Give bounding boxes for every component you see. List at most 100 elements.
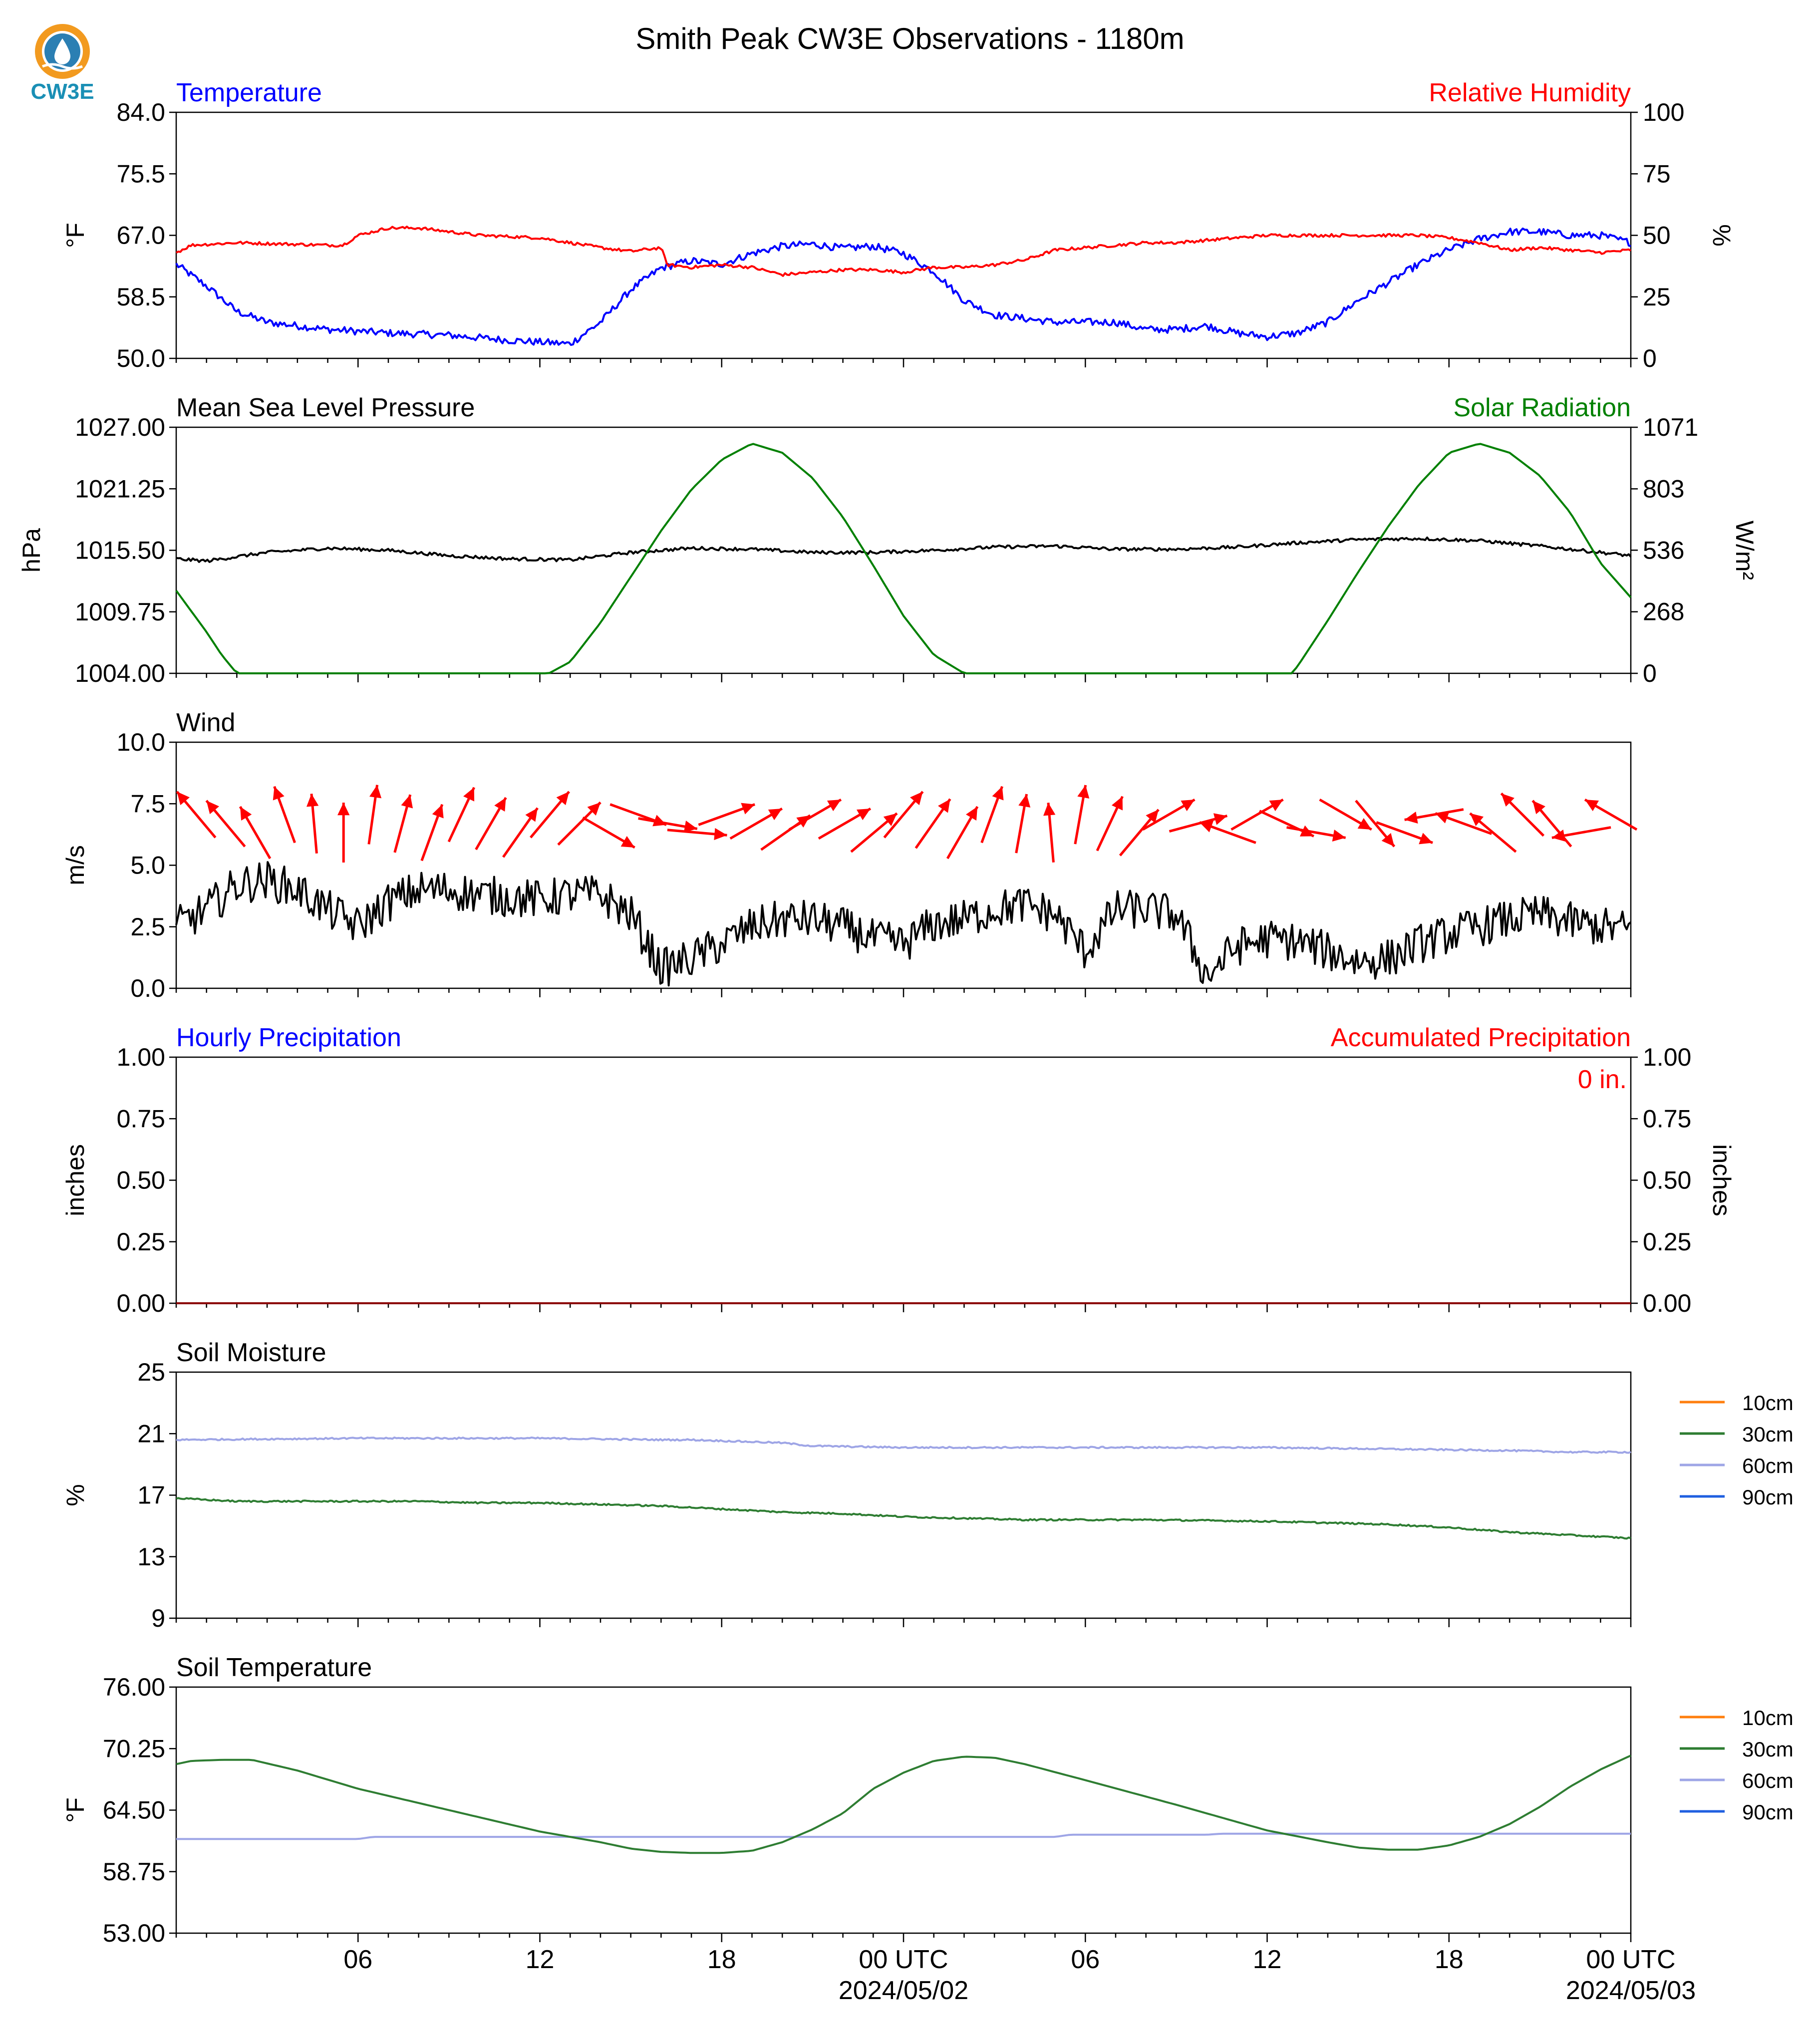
y2-tick-label: 0 (1643, 344, 1657, 372)
legend-label: 30cm (1742, 1423, 1794, 1446)
panel-wind: Wind 0.0 2.5 5.0 7.5 10.0 m/s (61, 708, 1638, 1002)
wind-arrow-head (1419, 833, 1433, 845)
wind-arrow-head (1269, 800, 1283, 812)
wind-arrow-head (827, 800, 841, 812)
wind-arrow-head (1435, 812, 1450, 824)
wind-arrow-head (401, 795, 413, 809)
wind-arrow-head (768, 809, 782, 821)
x-tick-label: 18 (1435, 1945, 1464, 1974)
y-tick-label: 21 (137, 1420, 165, 1448)
y2-tick-label: 50 (1643, 222, 1671, 250)
y-tick-label: 1009.75 (75, 598, 165, 626)
wind-arrow-head (1470, 813, 1484, 826)
wind-arrow-head (1357, 818, 1372, 830)
y-tick-label: 58.75 (103, 1858, 165, 1886)
y2-axis-label: inches (1708, 1144, 1736, 1216)
wind-arrow-head (1213, 813, 1227, 825)
y-tick-label: 0.25 (117, 1228, 165, 1256)
wind-arrow-head (525, 808, 538, 822)
y2-tick-label: 0.00 (1643, 1289, 1691, 1317)
wind-arrow-head (1532, 801, 1545, 815)
panel-title-left: Temperature (176, 78, 322, 107)
water-drop-icon (54, 38, 70, 64)
panel-title-right: Relative Humidity (1429, 78, 1631, 107)
panel-title-left: Hourly Precipitation (176, 1023, 401, 1052)
wind-arrow-head (1381, 833, 1395, 847)
accumulated-total-label: 0 in. (1578, 1065, 1627, 1094)
y-tick-label: 53.00 (103, 1919, 165, 1947)
series-line (176, 536, 1632, 563)
panel-soil-moisture: Soil Moisture 9 13 17 21 25% 10cm 30cm 60cm 90cm (61, 1338, 1794, 1632)
panel-title-left: Mean Sea Level Pressure (176, 393, 475, 422)
wind-arrow-head (910, 792, 923, 806)
wind-arrow-head (1585, 800, 1599, 812)
wind-arrow-head (620, 836, 635, 848)
y2-tick-label: 0.25 (1643, 1228, 1691, 1256)
y2-tick-label: 1071 (1643, 413, 1698, 441)
y-tick-label: 25 (137, 1358, 165, 1386)
panel-title-left: Wind (176, 708, 235, 737)
series-line (176, 1497, 1631, 1540)
y-axis-label: °F (61, 1797, 89, 1823)
legend-label: 90cm (1742, 1485, 1794, 1509)
y-tick-label: 76.00 (103, 1673, 165, 1701)
wind-arrow-head (432, 804, 444, 819)
logo-ring (35, 24, 90, 79)
wind-arrow-head (1043, 803, 1056, 816)
y2-tick-label: 536 (1643, 536, 1684, 564)
wave-icon (42, 63, 83, 70)
y-tick-label: 75.5 (117, 160, 165, 188)
y-tick-label: 50.0 (117, 344, 165, 372)
cw3e-logo (35, 24, 90, 79)
logo-text: CW3E (30, 79, 94, 104)
wind-arrow-head (177, 792, 190, 806)
wind-arrow-head (463, 787, 475, 802)
y-tick-label: 0.75 (117, 1105, 165, 1133)
y2-tick-label: 0 (1643, 659, 1657, 687)
wind-arrow-head (883, 813, 897, 826)
wind-arrow-head (965, 807, 978, 821)
wind-arrow-head (1332, 830, 1346, 842)
y2-tick-label: 268 (1643, 598, 1684, 626)
wind-arrow-head (856, 809, 871, 821)
wind-arrow-head (206, 801, 220, 815)
wind-arrow-head (369, 785, 382, 799)
wind-arrow-head (337, 803, 350, 816)
wind-arrow-head (1181, 800, 1195, 812)
y-tick-label: 0.50 (117, 1166, 165, 1194)
panel-temperature: Temperature Relative Humidity 50.0 58.5 67.0… (61, 78, 1736, 372)
y-tick-label: 58.5 (117, 283, 165, 311)
y-axis-label: inches (61, 1144, 89, 1216)
wind-arrow-head (306, 794, 319, 807)
legend-label: 10cm (1742, 1391, 1794, 1415)
wind-arrow-head (1146, 810, 1159, 824)
series-line (176, 1437, 1631, 1454)
x-tick-label: 06 (343, 1945, 372, 1974)
y2-axis-label: % (1708, 224, 1736, 246)
x-tick-label: 06 (1071, 1945, 1100, 1974)
legend-label: 60cm (1742, 1769, 1794, 1792)
x-tick-label: 00 UTC (859, 1945, 948, 1974)
y-tick-label: 1.00 (117, 1043, 165, 1071)
y-tick-label: 1021.25 (75, 475, 165, 503)
y2-axis-label: W/m² (1731, 521, 1759, 580)
y2-tick-label: 0.75 (1643, 1105, 1691, 1133)
y-tick-label: 1015.50 (75, 537, 165, 565)
panel-title-left: Soil Temperature (176, 1653, 372, 1682)
panel-title-left: Soil Moisture (176, 1338, 326, 1367)
y-tick-label: 17 (137, 1481, 165, 1509)
x-tick-label: 12 (526, 1945, 555, 1974)
y-tick-label: 5.0 (130, 852, 165, 879)
wind-arrow-head (714, 828, 727, 841)
y-tick-label: 64.50 (103, 1796, 165, 1824)
wind-arrow-head (1111, 796, 1123, 811)
series-line (176, 1832, 1631, 1840)
y-tick-label: 2.5 (130, 913, 165, 941)
y2-tick-label: 803 (1643, 475, 1684, 503)
x-tick-label: 18 (707, 1945, 736, 1974)
panel-title-right: Accumulated Precipitation (1331, 1023, 1631, 1052)
y-tick-label: 70.25 (103, 1735, 165, 1762)
